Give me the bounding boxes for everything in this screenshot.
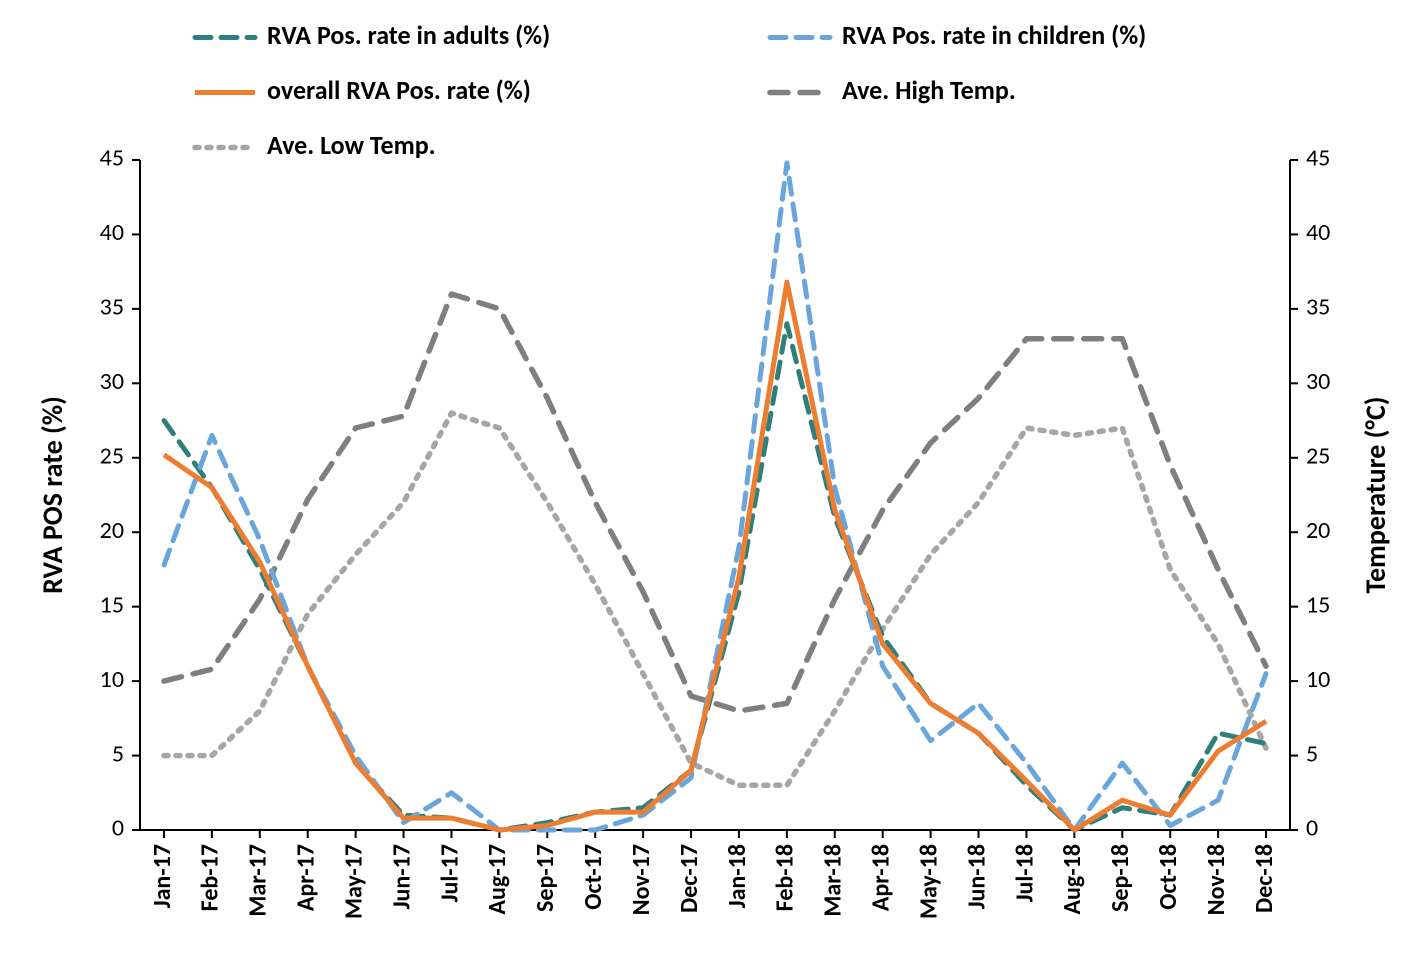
right-axis-title: Temperature (°C) xyxy=(1358,397,1393,594)
x-tick-label: Jul-18 xyxy=(1010,844,1039,902)
right-tick-label: 45 xyxy=(1306,144,1330,173)
line-chart: 0 5 10 15 20 25 30 35 40 45 0 5 10 15 20 25 30 35 40 45 RVA … xyxy=(0,0,1418,971)
x-tick-label: Aug-17 xyxy=(483,844,512,914)
left-tick-label: 15 xyxy=(100,590,124,619)
x-tick-label: May-17 xyxy=(339,844,368,919)
left-axis-title: RVA POS rate (%) xyxy=(35,396,70,594)
left-tick-label: 30 xyxy=(100,367,124,396)
series-children xyxy=(164,163,1266,830)
x-tick-label: Sep-17 xyxy=(531,844,560,912)
x-tick-label: Dec-18 xyxy=(1250,844,1279,913)
legend-label: Ave. Low Temp. xyxy=(267,129,436,161)
left-tick-label: 35 xyxy=(100,293,124,322)
x-tick-label: Apr-18 xyxy=(867,844,896,911)
right-tick-label: 40 xyxy=(1306,218,1330,247)
right-tick-label: 30 xyxy=(1306,367,1330,396)
x-tick-label: Dec-17 xyxy=(675,844,704,913)
x-tick-label: May-18 xyxy=(914,844,943,919)
x-tick-label: Nov-18 xyxy=(1202,844,1231,915)
x-tick-label: Oct-18 xyxy=(1154,844,1183,910)
right-tick-label: 0 xyxy=(1306,814,1318,843)
legend-label: overall RVA Pos. rate (%) xyxy=(267,74,531,106)
right-tick-label: 25 xyxy=(1306,442,1330,471)
series-hightemp xyxy=(164,294,1266,711)
left-tick-label: 0 xyxy=(112,814,124,843)
x-tick-label: Jan-18 xyxy=(723,844,752,908)
x-tick-label: Jun-18 xyxy=(962,844,991,909)
x-tick-label: Jun-17 xyxy=(387,844,416,909)
left-tick-label: 20 xyxy=(100,516,124,545)
series-overall xyxy=(164,282,1266,830)
legend-label: Ave. High Temp. xyxy=(842,74,1016,106)
right-tick-label: 10 xyxy=(1306,665,1330,694)
x-tick-label: Oct-17 xyxy=(579,844,608,910)
left-tick-label: 25 xyxy=(100,442,124,471)
x-tick-label: Feb-18 xyxy=(771,844,800,911)
right-tick-label: 35 xyxy=(1306,293,1330,322)
legend-label: RVA Pos. rate in children (%) xyxy=(842,19,1146,51)
x-tick-label: Mar-18 xyxy=(819,844,848,917)
legend-label: RVA Pos. rate in adults (%) xyxy=(267,19,550,51)
left-tick-label: 10 xyxy=(100,665,124,694)
x-tick-label: Jul-17 xyxy=(435,844,464,902)
x-tick-label: Jan-17 xyxy=(148,844,177,908)
right-tick-label: 15 xyxy=(1306,590,1330,619)
legend: RVA Pos. rate in adults (%) RVA Pos. rate… xyxy=(195,19,1146,161)
x-tick-label: Aug-18 xyxy=(1058,844,1087,914)
left-tick-label: 40 xyxy=(100,218,124,247)
x-tick-label: Apr-17 xyxy=(292,844,321,911)
x-tick-label: Mar-17 xyxy=(244,844,273,917)
x-tick-label: Feb-17 xyxy=(196,844,225,911)
left-tick-label: 5 xyxy=(112,739,124,768)
right-tick-label: 5 xyxy=(1306,739,1318,768)
x-tick-label: Sep-18 xyxy=(1106,844,1135,912)
right-tick-label: 20 xyxy=(1306,516,1330,545)
chart-container: 0 5 10 15 20 25 30 35 40 45 0 5 10 15 20 25 30 35 40 45 RVA … xyxy=(0,0,1418,971)
left-tick-label: 45 xyxy=(100,144,124,173)
series-adults xyxy=(164,324,1266,830)
x-tick-label: Nov-17 xyxy=(627,844,656,915)
